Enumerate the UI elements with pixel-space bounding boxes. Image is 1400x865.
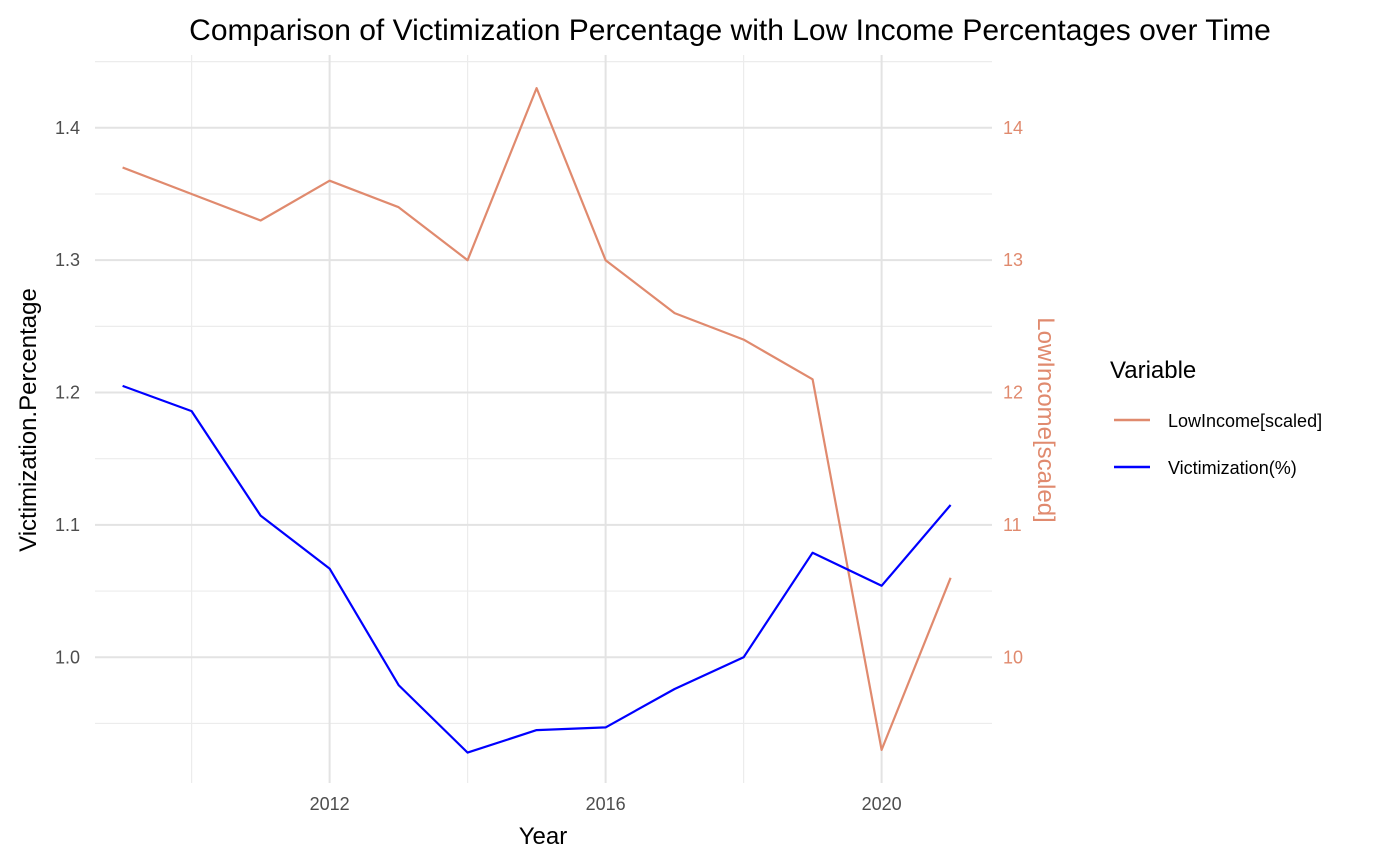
y-right-tick-label: 14	[1003, 118, 1023, 138]
x-axis-ticks: 2012 2016 2020	[310, 794, 902, 814]
x-tick-label: 2020	[862, 794, 902, 814]
y-right-tick-label: 10	[1003, 647, 1023, 667]
legend-label: LowIncome[scaled]	[1168, 411, 1322, 431]
x-tick-label: 2012	[310, 794, 350, 814]
y-tick-label: 1.3	[55, 250, 80, 270]
y-right-tick-label: 11	[1003, 515, 1022, 535]
y-tick-label: 1.1	[55, 515, 80, 535]
series-lines	[122, 86, 952, 754]
series-line-victimization	[122, 384, 952, 754]
y-axis-title: Victimization.Percentage	[15, 288, 42, 552]
legend-label: Victimization(%)	[1168, 458, 1297, 478]
y-axis-right-ticks: 10 11 12 13 14	[1003, 118, 1023, 667]
legend: Variable LowIncome[scaled] Victimization(…	[1110, 357, 1322, 478]
y-axis-right-title: LowIncome[scaled]	[1032, 317, 1059, 522]
legend-title: Variable	[1110, 357, 1196, 384]
minor-gridlines	[95, 55, 992, 783]
y-right-tick-label: 13	[1003, 250, 1023, 270]
y-right-tick-label: 12	[1003, 383, 1023, 403]
y-tick-label: 1.2	[55, 383, 80, 403]
x-axis-title: Year	[519, 823, 568, 850]
major-gridlines	[95, 55, 992, 783]
y-axis-ticks: 1.0 1.1 1.2 1.3 1.4	[55, 118, 80, 667]
y-tick-label: 1.0	[55, 647, 80, 667]
series-line-lowincome-scaled	[122, 86, 952, 752]
y-tick-label: 1.4	[55, 118, 80, 138]
chart-title: Comparison of Victimization Percentage w…	[189, 14, 1271, 47]
x-tick-label: 2016	[586, 794, 626, 814]
